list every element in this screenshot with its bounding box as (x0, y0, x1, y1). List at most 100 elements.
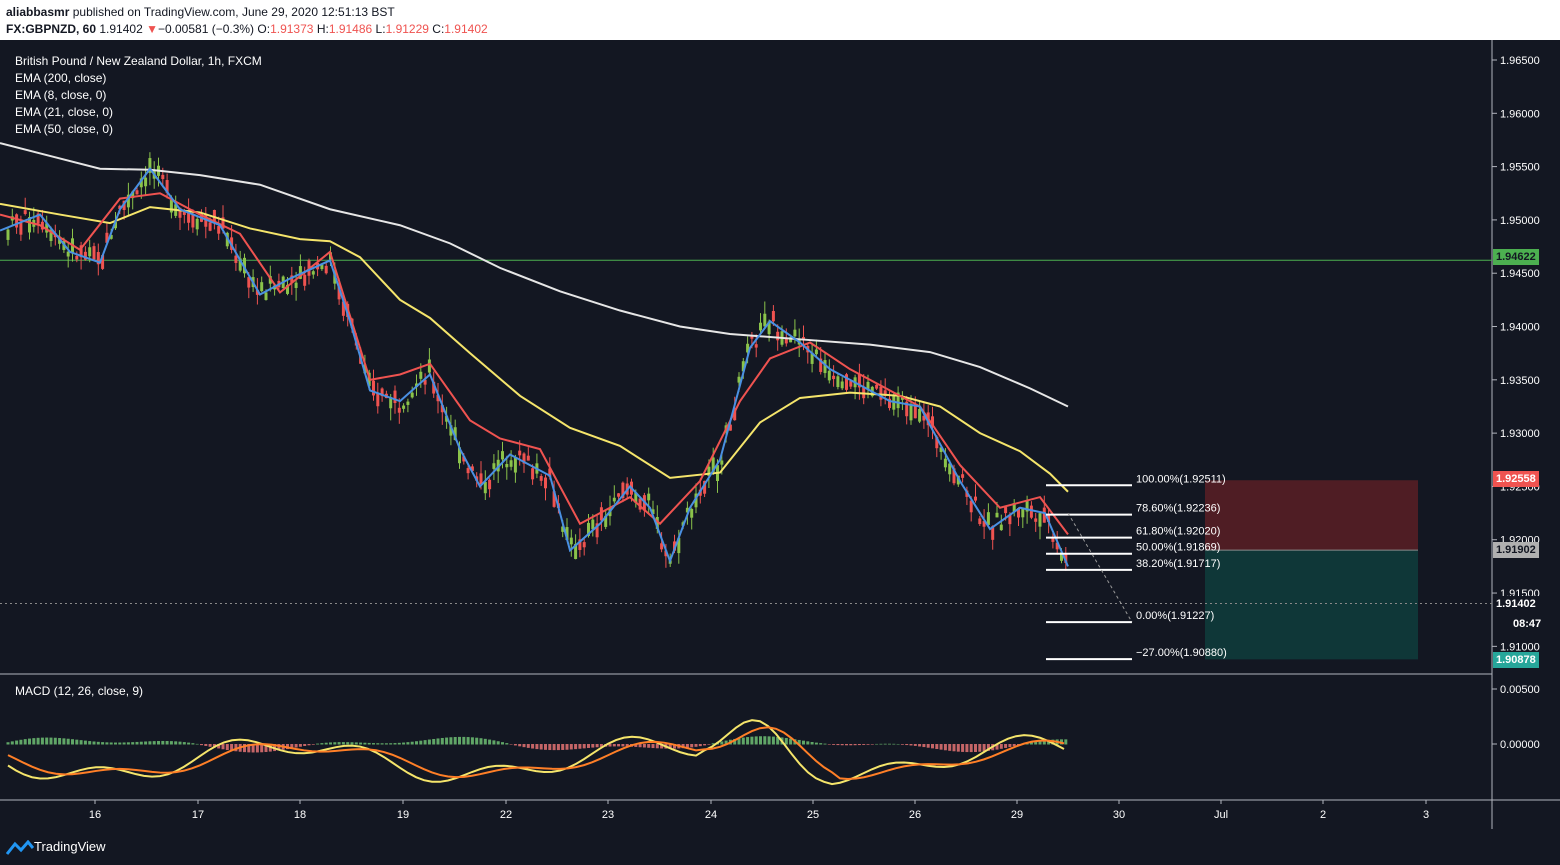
candle-body (982, 521, 986, 527)
candle-body (578, 539, 582, 550)
macd-bar (561, 744, 565, 750)
candle-body (746, 343, 750, 353)
macd-bar (174, 741, 178, 745)
macd-bar (415, 741, 418, 745)
x-tick-label: 24 (705, 809, 717, 821)
candle-body (733, 408, 737, 421)
macd-bar (488, 739, 492, 745)
candle-body (814, 349, 818, 355)
macd-bar (191, 743, 195, 745)
candle-body (139, 178, 143, 188)
candle-body (767, 321, 771, 335)
macd-bar (372, 743, 375, 745)
macd-bar (668, 744, 672, 749)
macd-bar (905, 744, 909, 746)
candle-body (647, 493, 651, 501)
candle-body (673, 541, 676, 551)
x-tick-label: Jul (1214, 809, 1228, 821)
legend-ema200[interactable]: EMA (200, close) (15, 71, 107, 85)
macd-bar (157, 741, 160, 745)
macd-bar (15, 740, 19, 745)
ema8-line (0, 167, 1069, 567)
candle-body (565, 527, 569, 541)
candle-body (169, 200, 173, 213)
macd-bar (673, 744, 676, 749)
low-label: L: (375, 22, 386, 36)
candle-body (423, 379, 427, 385)
macd-bar (182, 742, 186, 745)
candle-body (561, 526, 565, 532)
macd-bar (900, 744, 904, 745)
macd-bar (58, 738, 62, 745)
macd-tick-label: 0.00500 (1500, 684, 1540, 696)
x-tick-label: 2 (1320, 809, 1326, 821)
candle-body (840, 381, 844, 389)
candle-body (703, 480, 707, 494)
macd-bar (574, 744, 578, 750)
macd-bar (518, 744, 522, 747)
fib-level-label: 50.00%(1.91869) (1136, 542, 1220, 554)
candle-body (617, 493, 621, 497)
macd-bar (1034, 741, 1038, 745)
macd-legend[interactable]: MACD (12, 26, close, 9) (15, 684, 144, 698)
macd-bar (131, 742, 135, 745)
candle-body (372, 380, 375, 396)
macd-bar (974, 744, 977, 752)
macd-bar (475, 737, 479, 745)
macd-bar (333, 742, 337, 745)
x-tick-label: 22 (500, 809, 512, 821)
chart-legend: British Pound / New Zealand Dollar, 1h, … (15, 53, 262, 138)
candle-body (483, 481, 487, 494)
candle-body (501, 451, 504, 460)
macd-bar (96, 741, 100, 745)
candle-body (182, 211, 186, 215)
candle-body (995, 512, 999, 518)
candle-body (574, 543, 578, 560)
macd-bar (148, 741, 152, 745)
macd-bar (999, 744, 1003, 749)
candle-body (488, 479, 492, 490)
legend-ema8[interactable]: EMA (8, close, 0) (15, 88, 107, 102)
brand-name[interactable]: TradingView (34, 839, 106, 854)
macd-bar (217, 744, 221, 749)
candle-body (19, 222, 23, 235)
candle-body (1060, 552, 1063, 561)
footer-bar (0, 829, 1560, 865)
macd-bar (470, 737, 474, 745)
publisher-name[interactable]: aliabbasmr (6, 5, 70, 19)
macd-bar (139, 741, 143, 745)
macd-bar (552, 744, 556, 751)
macd-bar (870, 744, 874, 745)
candle-body (191, 213, 195, 228)
candle-body (935, 436, 939, 449)
ema21-line (0, 192, 1069, 536)
macd-bar (746, 737, 750, 745)
candle-body (587, 522, 590, 536)
macd-bar (1008, 744, 1012, 748)
macd-bar (707, 744, 711, 745)
macd-bar (875, 743, 879, 745)
candle-body (836, 376, 840, 388)
macd-bar (298, 744, 302, 747)
legend-ema21[interactable]: EMA (21, close, 0) (15, 105, 114, 119)
candle-body (105, 232, 109, 243)
candle-body (440, 405, 444, 413)
candle-body (505, 463, 509, 468)
macd-bar (264, 744, 268, 752)
fib-level-label: 78.60%(1.92236) (1136, 503, 1220, 515)
candle-body (913, 405, 917, 419)
candle-body (939, 447, 943, 452)
macd-bar (376, 743, 380, 745)
macd-bar (36, 737, 40, 745)
macd-bar (28, 738, 31, 745)
legend-ema50[interactable]: EMA (50, close, 0) (15, 122, 114, 136)
candle-body (776, 331, 780, 341)
x-tick-label: 30 (1113, 809, 1125, 821)
candle-body (582, 542, 586, 548)
macd-bar (526, 744, 530, 748)
macd-bar (247, 744, 251, 753)
candle-body (522, 453, 526, 464)
macd-bar (410, 741, 414, 745)
fib-level-label: −27.00%(1.90880) (1136, 647, 1227, 659)
